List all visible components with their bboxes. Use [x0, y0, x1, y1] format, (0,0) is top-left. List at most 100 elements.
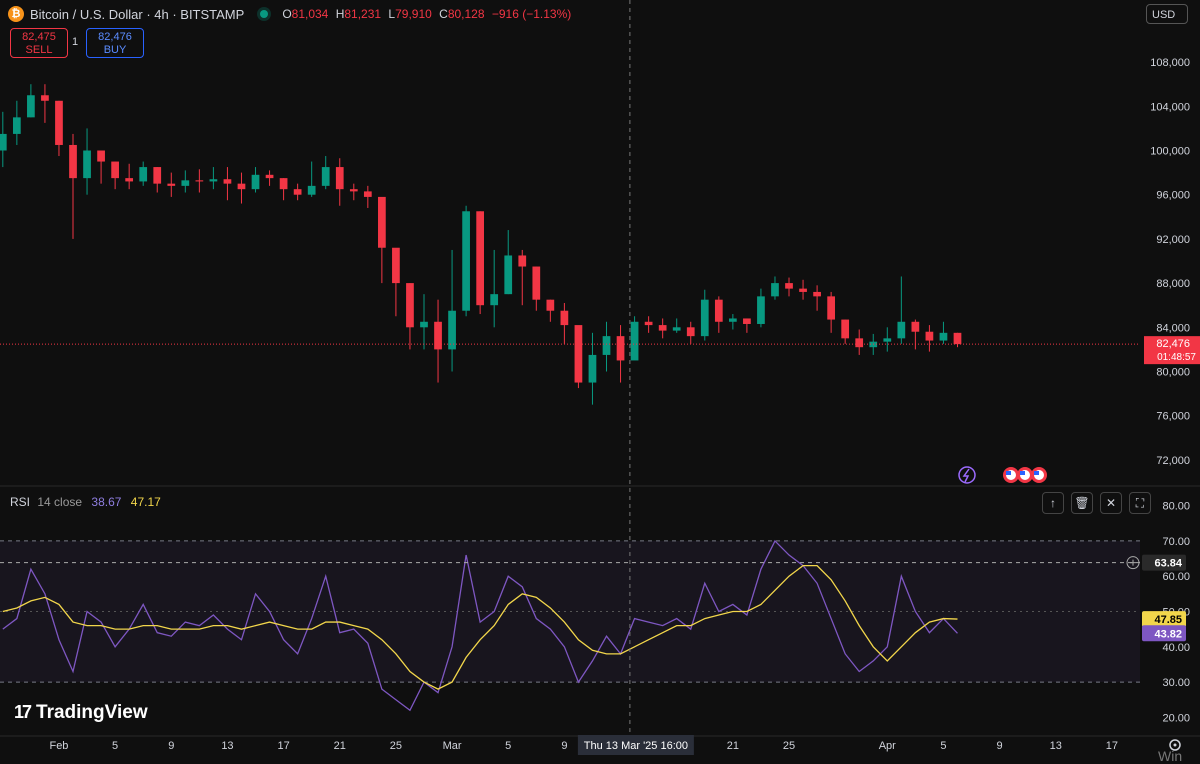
sell-button[interactable]: 82,475 SELL [10, 28, 68, 58]
maximize-pane-icon[interactable]: ⛶ [1129, 492, 1151, 514]
candle-body [939, 332, 948, 341]
us-flag-event-icon [1006, 471, 1011, 475]
rsi-line [2, 539, 958, 712]
candle-body [883, 338, 892, 342]
currency-select[interactable]: USD [1146, 4, 1188, 24]
candle-body [911, 321, 920, 332]
candle-body [83, 150, 91, 179]
time-tick-label: 9 [997, 740, 1003, 752]
rsi-pane [0, 539, 1140, 712]
time-tick-label: 9 [561, 740, 567, 752]
candle-body [841, 319, 850, 339]
candle-body [616, 336, 625, 361]
buy-price: 82,476 [98, 31, 132, 43]
candle-body [560, 310, 569, 326]
flash-event-icon [958, 466, 976, 484]
candle-body [799, 288, 807, 292]
flash-event-icon [962, 468, 970, 483]
candle-body [757, 296, 765, 324]
candle-body [237, 183, 246, 190]
rsi-tick-label: 60.00 [1162, 571, 1190, 583]
candle-body [672, 327, 681, 331]
crosshair-time-label: Thu 13 Mar '25 16:00 [584, 740, 688, 752]
overlays: Thu 13 Mar '25 16:00 [0, 0, 1140, 755]
rsi-title[interactable]: RSI [10, 495, 31, 509]
ohlc-values: O81,034 H81,231 L79,910 C80,128 −916 (−1… [282, 7, 575, 21]
candle-body [167, 183, 176, 186]
buy-button[interactable]: 82,476 BUY [86, 28, 144, 58]
candle-body [251, 174, 260, 190]
candle-body [420, 321, 428, 328]
candle-body [462, 211, 470, 311]
rsi-tick-label: 80.00 [1162, 501, 1190, 513]
rsi-last-badge [1142, 625, 1186, 642]
candle-body [0, 133, 7, 151]
price-tick-label: 96,000 [1156, 190, 1190, 202]
time-tick-label: 13 [1050, 740, 1062, 752]
candle-body [532, 266, 541, 300]
time-tick-label: 13 [221, 740, 233, 752]
candle-body [588, 354, 597, 383]
open-key: O [282, 7, 292, 21]
spread-value: 1 [72, 36, 79, 48]
collapse-pane-icon[interactable]: ✕ [1100, 492, 1122, 514]
time-tick-label: 17 [1106, 740, 1118, 752]
crosshair-rsi-value: 63.84 [1154, 558, 1182, 570]
bitcoin-icon: ₿ [8, 6, 24, 22]
price-tick-label: 100,000 [1150, 146, 1190, 158]
price-tick-label: 108,000 [1150, 57, 1190, 69]
crosshair-time-badge [577, 735, 694, 755]
candle-body [378, 196, 386, 248]
candle-body [111, 161, 119, 179]
candle-body [181, 180, 190, 186]
candle-body [125, 178, 134, 182]
rsi-last-value: 43.82 [1154, 628, 1182, 640]
candle-body [630, 321, 639, 361]
rsi-ma-value: 47.17 [130, 495, 161, 509]
last-price-value: 82,476 [1156, 338, 1190, 350]
candle-body [490, 294, 499, 306]
symbol-title[interactable]: Bitcoin / U.S. Dollar · 4h · BITSTAMP [30, 6, 245, 22]
tradingview-mark-icon: 17 [14, 702, 32, 722]
crosshair-rsi-badge [1142, 554, 1186, 571]
candle-body [855, 338, 864, 348]
pane-controls: ↑ 🗑 ✕ ⛶ [1042, 492, 1154, 514]
candle-body [925, 331, 934, 341]
rsi-params: 14 close [37, 495, 83, 509]
rsi-ma-last-badge [1142, 611, 1186, 628]
time-tick-label: 5 [505, 740, 511, 752]
rsi-ma-last-value: 47.85 [1154, 614, 1182, 626]
time-tick-label: 5 [112, 740, 118, 752]
time-tick-label: 5 [940, 740, 946, 752]
candle-body [97, 150, 105, 162]
candle-body [728, 318, 737, 322]
candle-body [813, 291, 821, 297]
price-tick-label: 76,000 [1156, 411, 1190, 423]
move-pane-up-icon[interactable]: ↑ [1042, 492, 1064, 514]
time-tick-label: 17 [277, 740, 289, 752]
candle-body [785, 283, 793, 289]
price-tick-label: 84,000 [1156, 322, 1190, 334]
delete-pane-icon[interactable]: 🗑 [1071, 492, 1093, 514]
price-pane [0, 84, 1140, 405]
windows-watermark: Win [1158, 748, 1183, 764]
candle-body [27, 95, 35, 118]
open-value: 81,034 [291, 7, 329, 21]
close-key: C [439, 7, 448, 21]
candle-body [546, 299, 555, 311]
time-tick-label: 25 [390, 740, 402, 752]
close-value: 80,128 [447, 7, 485, 21]
rsi-tick-label: 30.00 [1162, 677, 1190, 689]
candle-body [602, 336, 611, 355]
candle-body [700, 299, 709, 337]
axes: 72,000 76,000 80,000 84,000 88,000 92,000 96,0… [0, 57, 1200, 752]
rsi-tick-label: 70.00 [1162, 536, 1190, 548]
time-tick-label: Feb [49, 740, 68, 752]
candle-body [743, 318, 751, 324]
price-tick-label: 80,000 [1156, 367, 1190, 379]
market-status-icon [260, 10, 269, 18]
rsi-legend: RSI 14 close 38.67 47.17 [10, 495, 161, 509]
rsi-tick-label: 20.00 [1162, 712, 1190, 724]
candle-body [209, 179, 218, 182]
